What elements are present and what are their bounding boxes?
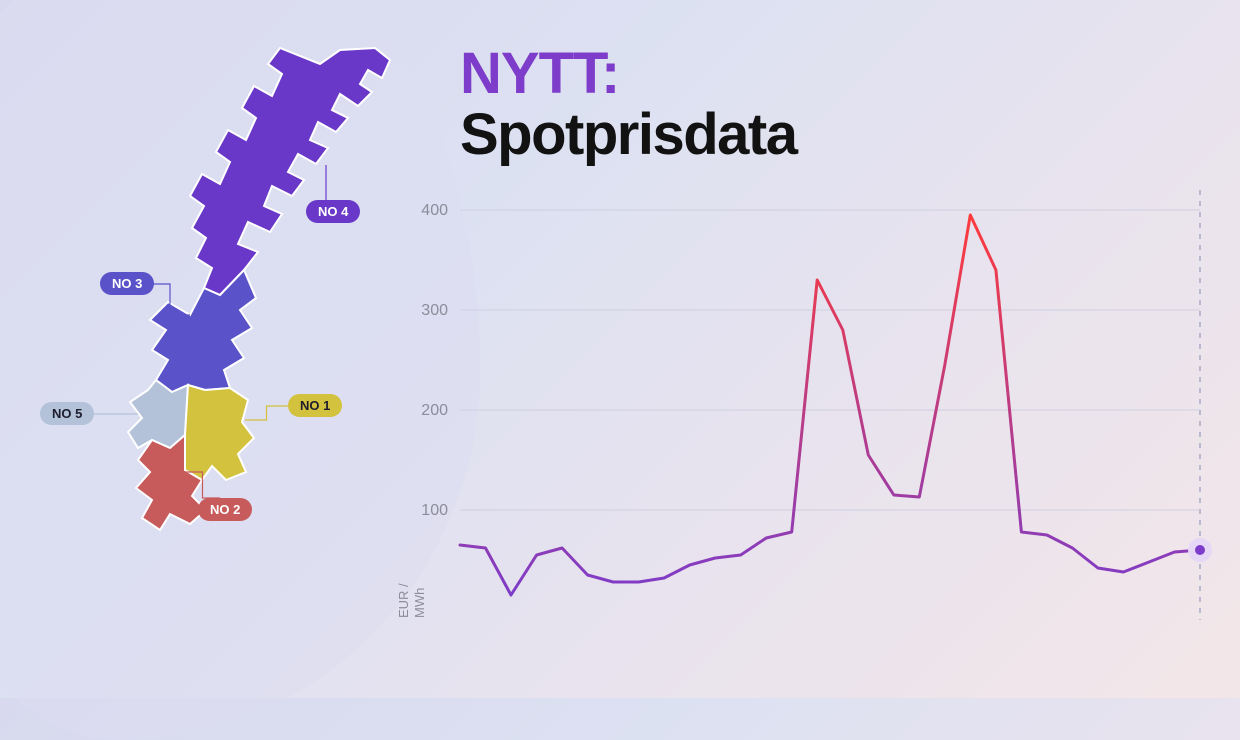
region-badge-no1: NO 1 bbox=[288, 394, 342, 417]
region-badge-no3: NO 3 bbox=[100, 272, 154, 295]
norway-map: NO 1 NO 2 NO 3 NO 4 NO 5 bbox=[20, 40, 400, 560]
region-no4 bbox=[190, 48, 390, 295]
marker-dot bbox=[1195, 545, 1205, 555]
title-block: NYTT: Spotprisdata bbox=[460, 40, 797, 168]
y-axis-label-2: MWh bbox=[412, 588, 427, 618]
ytick-label: 100 bbox=[421, 502, 448, 519]
price-line bbox=[460, 215, 1200, 595]
region-badge-no2: NO 2 bbox=[198, 498, 252, 521]
ytick-label: 400 bbox=[421, 202, 448, 219]
ytick-label: 300 bbox=[421, 302, 448, 319]
title-main: Spotprisdata bbox=[460, 101, 797, 168]
region-no1 bbox=[185, 385, 254, 480]
map-svg bbox=[20, 40, 400, 560]
region-no3 bbox=[150, 270, 256, 392]
ytick-label: 200 bbox=[421, 402, 448, 419]
y-axis-label-1: EUR / bbox=[396, 583, 411, 618]
title-tag: NYTT: bbox=[460, 40, 797, 107]
connector-no1 bbox=[245, 406, 288, 420]
region-badge-no4: NO 4 bbox=[306, 200, 360, 223]
region-badge-no5: NO 5 bbox=[40, 402, 94, 425]
spotprice-chart: 100 200 300 400 EUR / MWh bbox=[390, 190, 1220, 650]
